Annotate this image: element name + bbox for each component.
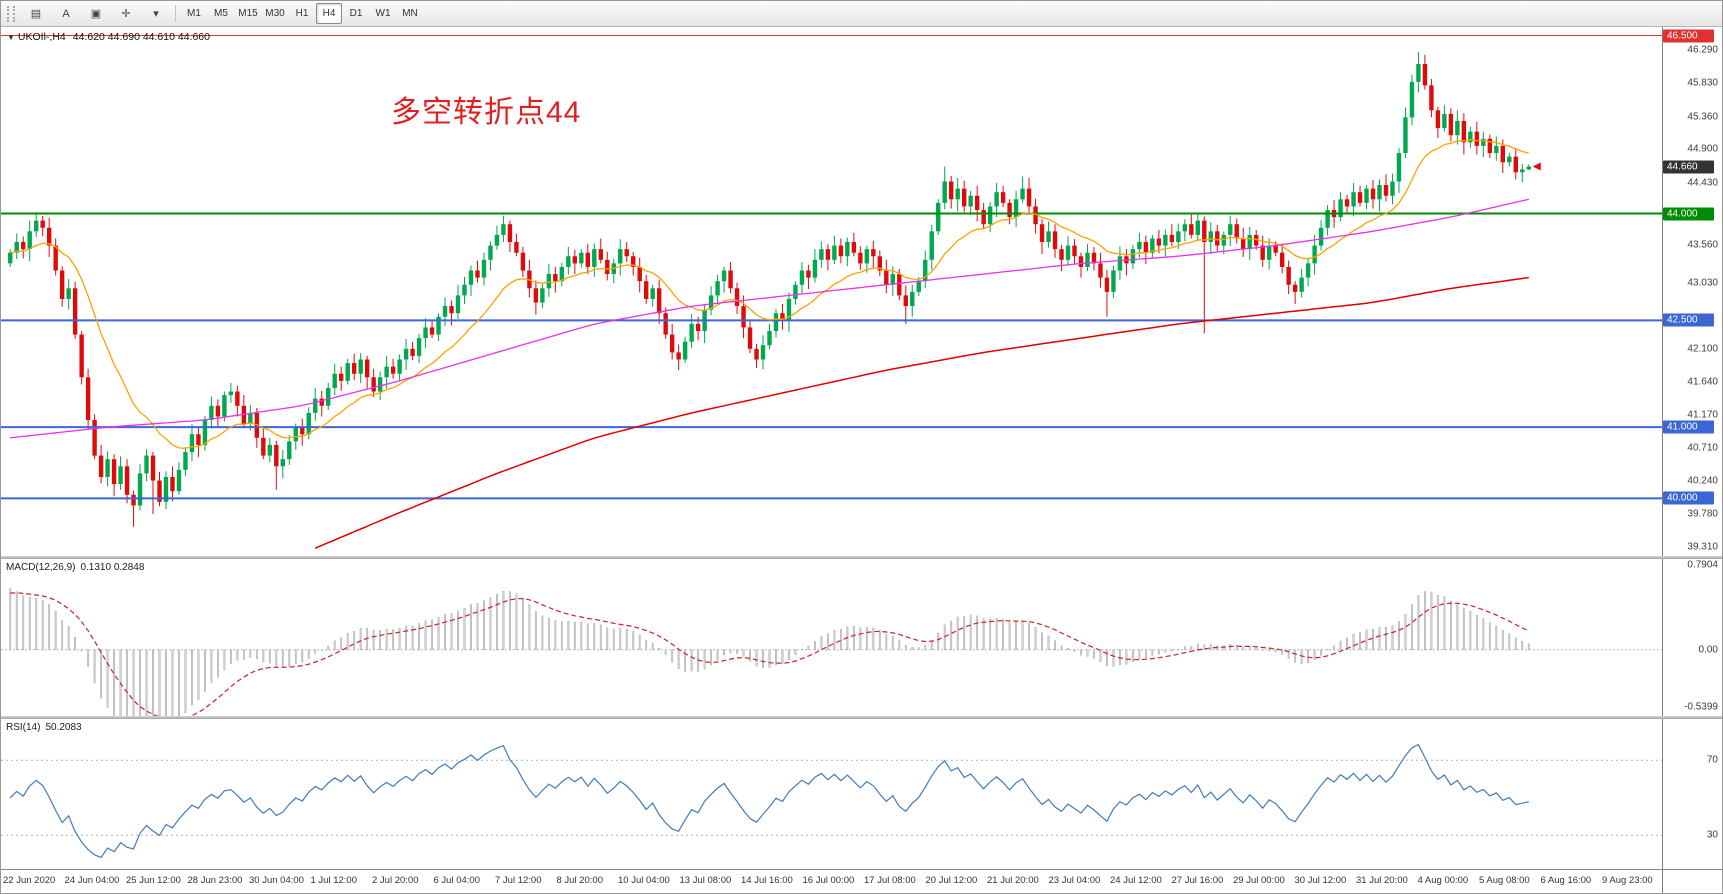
time-axis-label: 22 Jun 2020 [3, 875, 56, 886]
time-axis-label: 30 Jul 12:00 [1294, 875, 1347, 886]
price-axis-label: 43.030 [1687, 277, 1718, 289]
text-tool-icon[interactable]: A [62, 7, 70, 20]
time-axis-label: 23 Jul 04:00 [1048, 875, 1101, 886]
rsi-value: 50.2083 [45, 722, 82, 733]
time-axis-label: 4 Aug 00:00 [1417, 875, 1469, 886]
time-axis-label: 29 Jul 00:00 [1233, 875, 1285, 886]
time-axis-label: 16 Jul 00:00 [802, 875, 855, 886]
text-label-icon[interactable]: ▣ [90, 8, 102, 20]
price-axis-label: 46.290 [1687, 44, 1718, 56]
panel-splitter[interactable] [1, 716, 1722, 719]
macd-label: MACD(12,26,9) [6, 562, 76, 573]
price-axis-label: 39.780 [1687, 508, 1718, 520]
price-axis-label: 42.100 [1687, 343, 1718, 355]
tf-button-w1[interactable]: W1 [375, 8, 391, 19]
time-axis-label: 2 Jul 20:00 [372, 875, 419, 886]
time-axis-label: 9 Aug 23:00 [1602, 875, 1653, 886]
price-axis-label: 44.900 [1687, 143, 1718, 155]
price-axis-label: 42.500 [1663, 313, 1714, 327]
price-axis-label: 46.500 [1663, 29, 1714, 43]
crosshair-icon[interactable]: ✛ [121, 8, 131, 20]
shapes-dropdown-icon[interactable]: ▾ [153, 8, 159, 20]
price-axis-label: 43.560 [1687, 239, 1718, 251]
time-axis-label: 10 Jul 04:00 [618, 875, 670, 886]
tf-button-m5[interactable]: M5 [214, 8, 228, 19]
macd-axis-label: 0.7904 [1687, 559, 1718, 571]
time-axis-label: 5 Aug 08:00 [1479, 875, 1530, 886]
price-axis-label: 40.710 [1687, 442, 1718, 454]
timeframe-buttons: M1 M5 M15 M30 H1 H4 D1 W1 MN [181, 3, 423, 24]
price-axis-label: 44.000 [1663, 207, 1714, 221]
chevron-down-icon[interactable]: ▼ [7, 33, 15, 42]
time-axis-label: 24 Jul 12:00 [1110, 875, 1162, 886]
tf-button-h1[interactable]: H1 [295, 8, 309, 19]
rsi-canvas[interactable] [1, 719, 1662, 869]
toolbar: ▤ A ▣ ✛ ▾ M1 M5 M15 M30 H1 H4 D1 W1 MN [1, 1, 1722, 27]
tf-button-m30[interactable]: M30 [265, 8, 285, 19]
macd-axis-label: 0.00 [1698, 644, 1718, 656]
symbol-title-text: UKOIl-,H4 [17, 31, 66, 43]
right-axis[interactable]: 46.500 46.290 45.830 45.360 44.900 44.660 44.4… [1662, 27, 1722, 893]
tf-button-m15[interactable]: M15 [238, 8, 258, 19]
rsi-axis-label: 70 [1706, 754, 1718, 766]
symbol-title: ▼ UKOIl-,H4 44.620 44.690 44.610 44.660 [7, 31, 210, 43]
price-axis-label: 45.830 [1687, 77, 1718, 89]
time-axis-label: 25 Jun 12:00 [126, 875, 181, 886]
price-axis-label: 39.310 [1687, 541, 1718, 553]
ohlc-readout: 44.620 44.690 44.610 44.660 [72, 31, 210, 43]
time-axis-label: 1 Jul 12:00 [310, 875, 357, 886]
tool-icons: ▤ A ▣ ✛ ▾ [22, 3, 170, 24]
price-chart-canvas[interactable] [1, 27, 1662, 556]
charts-grid-icon[interactable]: ▤ [30, 8, 42, 20]
tf-button-m1[interactable]: M1 [187, 8, 201, 19]
toolbar-separator [175, 5, 176, 22]
time-axis-label: 31 Jul 20:00 [1356, 875, 1408, 886]
time-axis-label: 6 Jul 04:00 [433, 875, 480, 886]
time-axis-label: 30 Jun 04:00 [249, 875, 304, 886]
time-axis-label: 27 Jul 16:00 [1171, 875, 1224, 886]
chart-annotation-text[interactable]: 多空转折点44 [391, 96, 582, 129]
tf-button-d1[interactable]: D1 [349, 8, 363, 19]
time-axis-label: 24 Jun 04:00 [64, 875, 120, 886]
price-axis-label: 40.240 [1687, 475, 1718, 487]
price-axis-label: 45.360 [1687, 111, 1718, 123]
price-axis-label: 41.000 [1663, 420, 1714, 434]
time-axis-label: 20 Jul 12:00 [925, 875, 978, 886]
macd-readout: MACD(12,26,9) 0.1310 0.2848 [6, 562, 144, 573]
time-axis[interactable]: 22 Jun 2020 24 Jun 04:00 25 Jun 12:00 28 Ju… [1, 870, 1662, 893]
price-axis-label: 41.170 [1687, 409, 1718, 421]
time-axis-label: 14 Jul 16:00 [741, 875, 793, 886]
price-axis-label: 44.660 [1663, 160, 1714, 174]
price-axis-label: 40.000 [1663, 491, 1714, 505]
time-axis-label: 28 Jun 23:00 [187, 875, 243, 886]
price-axis-label: 41.640 [1687, 376, 1718, 388]
rsi-readout: RSI(14) 50.2083 [6, 722, 82, 733]
time-axis-label: 7 Jul 12:00 [495, 875, 542, 886]
time-axis-label: 21 Jul 20:00 [987, 875, 1039, 886]
rsi-label: RSI(14) [6, 722, 41, 733]
rsi-axis-label: 30 [1706, 829, 1718, 841]
tf-button-mn[interactable]: MN [402, 8, 418, 19]
tf-button-h4[interactable]: H4 [316, 3, 342, 24]
panel-splitter[interactable] [1, 556, 1722, 559]
time-axis-label: 17 Jul 08:00 [864, 875, 916, 886]
time-axis-label: 6 Aug 16:00 [1540, 875, 1592, 886]
macd-canvas[interactable] [1, 559, 1662, 716]
toolbar-drag-handle[interactable] [7, 5, 15, 22]
time-axis-label: 8 Jul 20:00 [556, 875, 603, 886]
time-axis-border [1, 869, 1722, 870]
macd-values: 0.1310 0.2848 [80, 562, 145, 573]
price-axis-label: 44.430 [1687, 177, 1718, 189]
macd-axis-label: -0.5399 [1684, 701, 1718, 713]
time-axis-label: 13 Jul 08:00 [679, 875, 732, 886]
